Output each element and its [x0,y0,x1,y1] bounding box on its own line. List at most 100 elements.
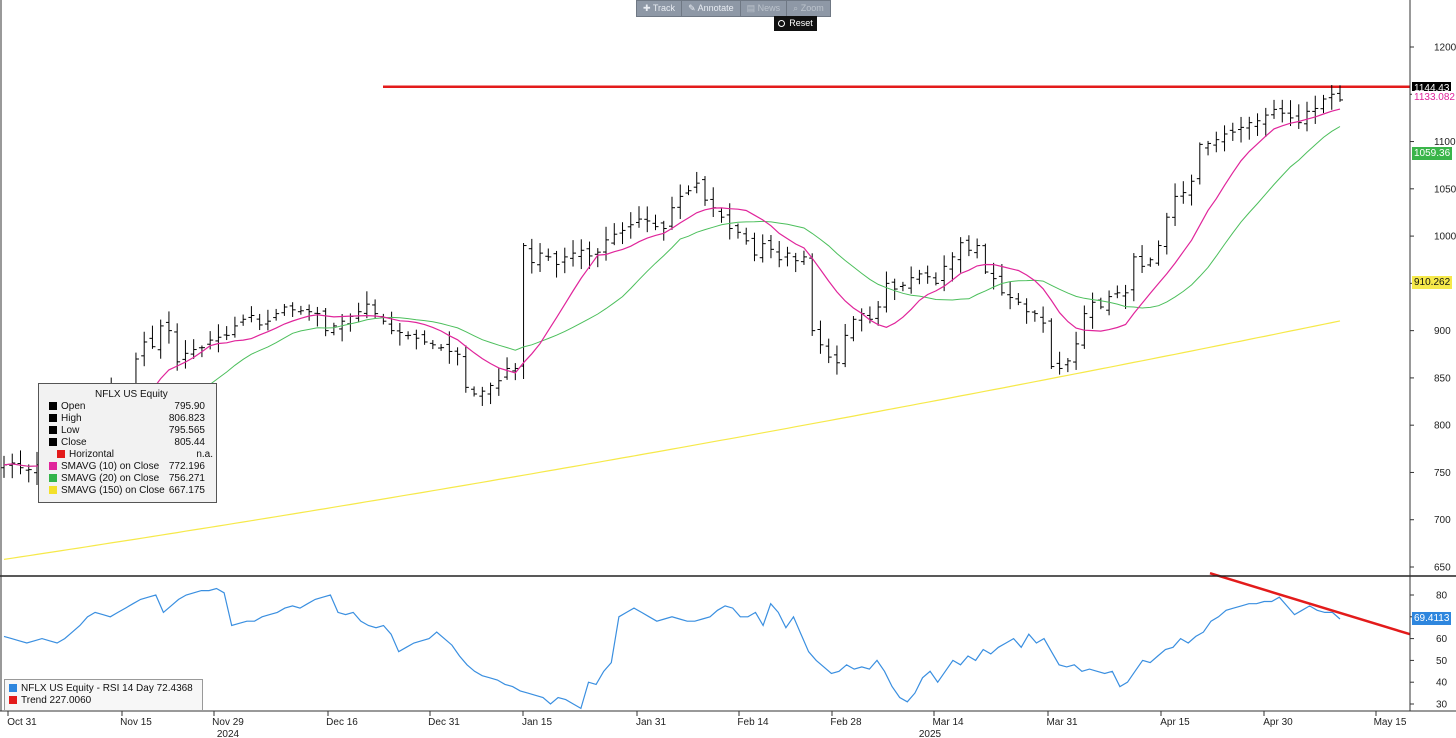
ohlc-bar[interactable] [297,305,304,315]
ohlc-bar[interactable] [479,386,486,406]
ohlc-bar[interactable] [1312,95,1319,124]
ohlc-bar[interactable] [1246,116,1253,140]
ohlc-bar[interactable] [1048,318,1055,369]
ohlc-bar[interactable] [306,304,313,321]
ohlc-bar[interactable] [1188,174,1195,206]
ohlc-bar[interactable] [1262,107,1269,137]
ohlc-bar[interactable] [289,302,296,318]
ohlc-bar[interactable] [1031,310,1038,322]
ohlc-bar[interactable] [1180,181,1187,204]
ohlc-bar[interactable] [1097,297,1104,310]
ohlc-bar[interactable] [949,252,956,282]
ohlc-bar[interactable] [1089,292,1096,329]
ohlc-bar[interactable] [957,237,964,273]
ohlc-bar[interactable] [1023,298,1030,324]
ohlc-bar[interactable] [1114,285,1121,299]
ohlc-bar[interactable] [273,308,280,321]
ohlc-bar[interactable] [1196,142,1203,185]
ohlc-bar[interactable] [1139,245,1146,273]
ohlc-bar[interactable] [1056,351,1063,375]
ohlc-bar[interactable] [718,207,725,223]
ohlc-bar[interactable] [504,357,511,380]
ohlc-bar[interactable] [1287,100,1294,127]
ohlc-bar[interactable] [1106,290,1113,316]
ohlc-bar[interactable] [413,329,420,350]
ohlc-bar[interactable] [974,238,981,259]
ohlc-bar[interactable] [627,212,634,239]
ohlc-bar[interactable] [215,324,222,353]
ohlc-bar[interactable] [537,243,544,272]
ohlc-bar[interactable] [990,262,997,290]
ohlc-bar[interactable] [1147,257,1154,267]
ohlc-bar[interactable] [1163,212,1170,255]
ohlc-bar[interactable] [1015,293,1022,306]
ohlc-bar[interactable] [1328,85,1335,110]
ohlc-bar[interactable] [644,206,651,233]
ohlc-bar[interactable] [512,363,519,381]
ohlc-bar[interactable] [454,347,461,366]
ohlc-bar[interactable] [429,340,436,350]
ohlc-bar[interactable] [998,264,1005,296]
ohlc-bar[interactable] [25,464,32,483]
ohlc-bar[interactable] [784,246,791,267]
ohlc-bar[interactable] [1205,140,1212,156]
ohlc-bar[interactable] [751,232,758,262]
ohlc-bar[interactable] [1271,99,1278,119]
ohlc-bar[interactable] [545,248,552,261]
ohlc-bar[interactable] [916,269,923,285]
ohlc-bar[interactable] [396,322,403,346]
ohlc-bar[interactable] [223,326,230,341]
ohlc-bar[interactable] [578,239,585,270]
ohlc-bar[interactable] [570,240,577,267]
ohlc-bar[interactable] [322,308,329,337]
rsi-line[interactable] [3,587,1341,710]
ohlc-bar[interactable] [248,306,255,323]
ohlc-bar[interactable] [619,222,626,245]
ohlc-bar[interactable] [372,299,379,318]
ohlc-bar[interactable] [17,450,24,475]
ohlc-bar[interactable] [1213,131,1220,153]
ohlc-bar[interactable] [1304,101,1311,132]
zoom-button[interactable]: ⌕ Zoom [793,3,824,13]
ohlc-bar[interactable] [685,185,692,196]
ohlc-bar[interactable] [487,382,494,405]
sma20-line[interactable] [3,126,1341,467]
track-button[interactable]: ✚ Track [637,1,683,16]
ohlc-bar[interactable] [669,196,675,230]
ohlc-bar[interactable] [1254,113,1261,136]
ohlc-bar[interactable] [355,302,362,323]
ohlc-bar[interactable] [1320,94,1327,114]
ohlc-bar[interactable] [9,453,16,479]
ohlc-bar[interactable] [636,206,643,228]
ohlc-bar[interactable] [1007,281,1014,310]
ohlc-bar[interactable] [899,281,906,292]
ohlc-bar[interactable] [363,291,370,319]
ohlc-bar[interactable] [1221,125,1228,152]
ohlc-bar[interactable] [965,235,972,257]
ohlc-bar[interactable] [182,340,189,369]
ohlc-bar[interactable] [924,265,931,284]
ohlc-bar[interactable] [743,227,750,245]
ohlc-bar[interactable] [561,247,568,274]
ohlc-bar[interactable] [932,272,939,286]
ohlc-bar[interactable] [809,253,816,336]
ohlc-bar[interactable] [528,238,535,274]
ohlc-bar[interactable] [264,309,271,331]
ohlc-bar[interactable] [1,455,7,478]
trend-line[interactable] [1209,572,1411,636]
ohlc-bar[interactable] [891,278,898,301]
ohlc-bar[interactable] [817,320,824,354]
ohlc-bar[interactable] [660,220,667,241]
ohlc-bar[interactable] [603,226,610,261]
ohlc-bar[interactable] [462,345,469,393]
ohlc-bar[interactable] [1295,104,1302,129]
ohlc-bar[interactable] [1238,116,1245,143]
annotate-button[interactable]: ✎ Annotate [682,1,741,16]
ohlc-bar[interactable] [1155,240,1162,266]
ohlc-bar[interactable] [883,271,890,313]
ohlc-bar[interactable] [165,311,172,344]
ohlc-bar[interactable] [438,344,445,351]
ohlc-bar[interactable] [314,306,321,327]
ohlc-bar[interactable] [842,323,849,368]
